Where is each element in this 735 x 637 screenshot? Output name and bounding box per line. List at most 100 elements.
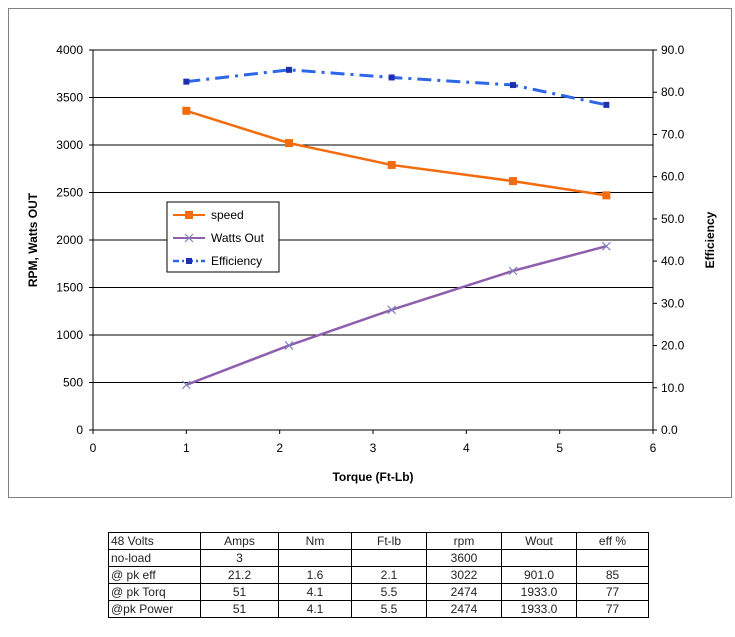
watts-out-legend-marker	[184, 233, 194, 243]
table-cell: @ pk Torq	[108, 583, 201, 601]
legend-label: speed	[211, 208, 244, 222]
table-cell	[351, 549, 427, 567]
table-cell: Amps	[200, 532, 279, 550]
efficiency-point	[183, 78, 190, 85]
table-row: @ pk Torq 51 4.1 5.5 2474 1933.0 77	[108, 583, 649, 601]
x-axis-title: Torque (Ft-Lb)	[332, 470, 413, 484]
y2-tick-label: 30.0	[661, 296, 685, 310]
table-cell	[501, 549, 577, 567]
y2-tick-label: 60.0	[661, 170, 685, 184]
tick-labels: 0 500 1000 1500 2000 2500 3000 3500 4000 0.0 10.0 2…	[56, 43, 684, 455]
table-cell: 1.6	[278, 566, 352, 584]
y2-axis-title: Efficiency	[703, 211, 717, 268]
y-tick-label: 4000	[56, 43, 83, 57]
table-cell: 48 Volts	[108, 532, 201, 550]
speed-point	[182, 106, 191, 115]
table-cell: 2.1	[351, 566, 427, 584]
watts-out-point	[181, 380, 191, 390]
efficiency-line	[186, 68, 607, 107]
table-cell: 3022	[426, 566, 502, 584]
x-tick-label: 1	[183, 441, 190, 455]
y-tick-label: 0	[76, 423, 83, 437]
y2-tick-label: 70.0	[661, 127, 685, 141]
watts-out-point	[508, 266, 518, 276]
table-cell: no-load	[108, 549, 201, 567]
speed-series	[182, 106, 611, 200]
table-cell: @pk Power	[108, 600, 201, 618]
speed-point	[509, 177, 517, 186]
y2-tick-label: 0.0	[661, 423, 678, 437]
y2-tick-label: 20.0	[661, 339, 685, 353]
y-tick-label: 3000	[56, 138, 83, 152]
y2-tick-label: 40.0	[661, 254, 685, 268]
speed-point	[602, 191, 611, 200]
table-cell: 4.1	[278, 583, 352, 601]
table-cell: Wout	[501, 532, 577, 550]
y-tick-label: 500	[63, 376, 83, 390]
y-tick-label: 1000	[56, 328, 83, 342]
table-cell: Ft-lb	[351, 532, 427, 550]
table-cell: 85	[576, 566, 649, 584]
table-cell: @ pk eff	[108, 566, 201, 584]
y-tick-label: 2500	[56, 186, 83, 200]
line-chart: 0 500 1000 1500 2000 2500 3000 3500 4000 0.0 10.0 2…	[26, 43, 717, 484]
watts-out-point	[601, 241, 611, 251]
table-row: @pk Power 51 4.1 5.5 2474 1933.0 77	[108, 600, 649, 618]
table-header-row: 48 Volts Amps Nm Ft-lb rpm Wout eff %	[108, 532, 649, 550]
table-cell: 3600	[426, 549, 502, 567]
table-cell: 3	[200, 549, 279, 567]
efficiency-point	[286, 66, 292, 73]
table-cell: 1933.0	[501, 583, 577, 601]
table-cell: rpm	[426, 532, 502, 550]
table-cell	[278, 549, 352, 567]
y2-tick-label: 50.0	[661, 212, 685, 226]
table-cell: Nm	[278, 532, 352, 550]
speed-point	[387, 160, 396, 169]
speed-line	[185, 109, 607, 197]
data-table: 48 Volts Amps Nm Ft-lb rpm Wout eff % no-load 3 3…	[108, 532, 649, 618]
y2-tick-label: 90.0	[661, 43, 685, 57]
table-cell: 77	[576, 583, 649, 601]
table-cell: 1933.0	[501, 600, 577, 618]
table-cell: eff %	[576, 532, 649, 550]
x-tick-label: 6	[650, 441, 657, 455]
series-group	[181, 66, 611, 390]
efficiency-point	[603, 101, 610, 108]
efficiency-legend-marker	[186, 258, 192, 264]
table-cell: 51	[200, 600, 279, 618]
y2-tick-label: 10.0	[661, 381, 685, 395]
x-tick-label: 2	[276, 441, 283, 455]
y2-tick-label: 80.0	[661, 85, 685, 99]
legend-label: Efficiency	[211, 254, 262, 268]
axes	[89, 49, 657, 434]
legend: speed Watts Out Efficiency	[166, 201, 280, 273]
watts-out-point	[284, 341, 294, 350]
table-cell	[576, 549, 649, 567]
table-cell: 901.0	[501, 566, 577, 584]
efficiency-series	[183, 66, 610, 108]
x-tick-label: 4	[463, 441, 470, 455]
x-tick-label: 0	[90, 441, 97, 455]
table-cell: 2474	[426, 600, 502, 618]
table-cell: 5.5	[351, 600, 427, 618]
table-cell: 21.2	[200, 566, 279, 584]
speed-point	[285, 139, 293, 148]
watts-out-series	[181, 241, 611, 390]
watts-out-point	[387, 305, 397, 315]
y-tick-label: 2000	[56, 233, 83, 247]
table-cell: 77	[576, 600, 649, 618]
y-tick-label: 1500	[56, 281, 83, 295]
legend-label: Watts Out	[211, 231, 265, 245]
efficiency-point	[510, 82, 516, 89]
x-tick-label: 3	[370, 441, 377, 455]
y-tick-label: 3500	[56, 91, 83, 105]
table-cell: 5.5	[351, 583, 427, 601]
speed-legend-marker	[185, 211, 193, 219]
table-cell: 2474	[426, 583, 502, 601]
table-row: @ pk eff 21.2 1.6 2.1 3022 901.0 85	[108, 566, 649, 584]
efficiency-point	[388, 74, 395, 81]
table-cell: 51	[200, 583, 279, 601]
x-tick-label: 5	[556, 441, 563, 455]
table-row: no-load 3 3600	[108, 549, 649, 567]
table-cell: 4.1	[278, 600, 352, 618]
